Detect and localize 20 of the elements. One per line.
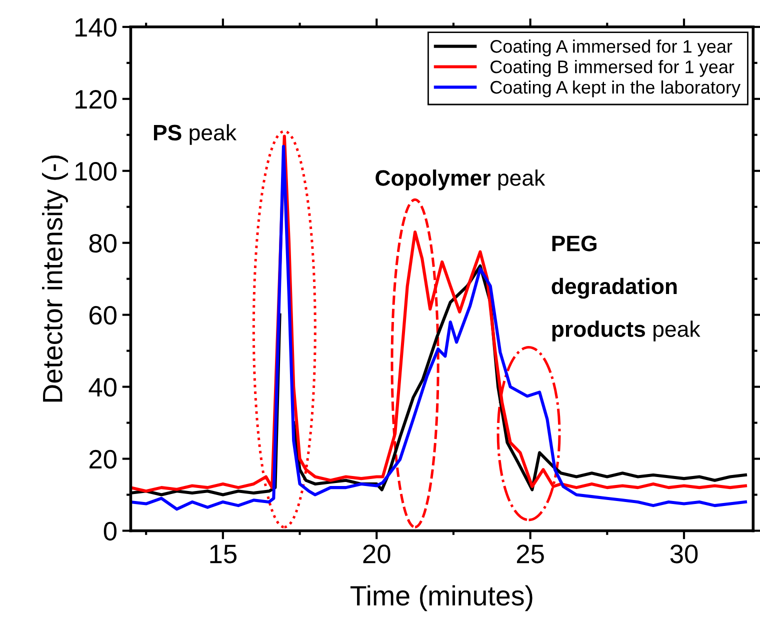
x-tick-label: 20 [363,544,390,564]
y-tick-label: 140 [76,18,116,37]
x-tick-label: 30 [670,544,698,564]
y-tick-label: 120 [76,90,116,109]
x-axis-title: Time (minutes) [350,585,532,612]
y-tick-label: 20 [90,450,116,469]
y-tick-label: 0 [104,522,116,541]
y-axis-title: Detector intensity (-) [42,156,68,402]
annotation: PEG degradation products peak [552,236,700,342]
y-tick-label: 80 [89,234,116,253]
legend-label: Coating A immersed for 1 year [490,40,732,56]
x-tick-label: 15 [210,544,237,564]
y-tick-label: 60 [90,306,116,325]
legend-label: Coating A kept in the laboratory [490,80,741,98]
annotation: Copolymer peak [376,170,546,190]
x-tick-label: 25 [516,544,544,564]
annotation: PS peak [154,124,237,145]
y-tick-label: 100 [76,162,116,181]
legend-label: Coating B immersed for 1 year [490,60,734,77]
y-tick-label: 40 [88,378,116,397]
